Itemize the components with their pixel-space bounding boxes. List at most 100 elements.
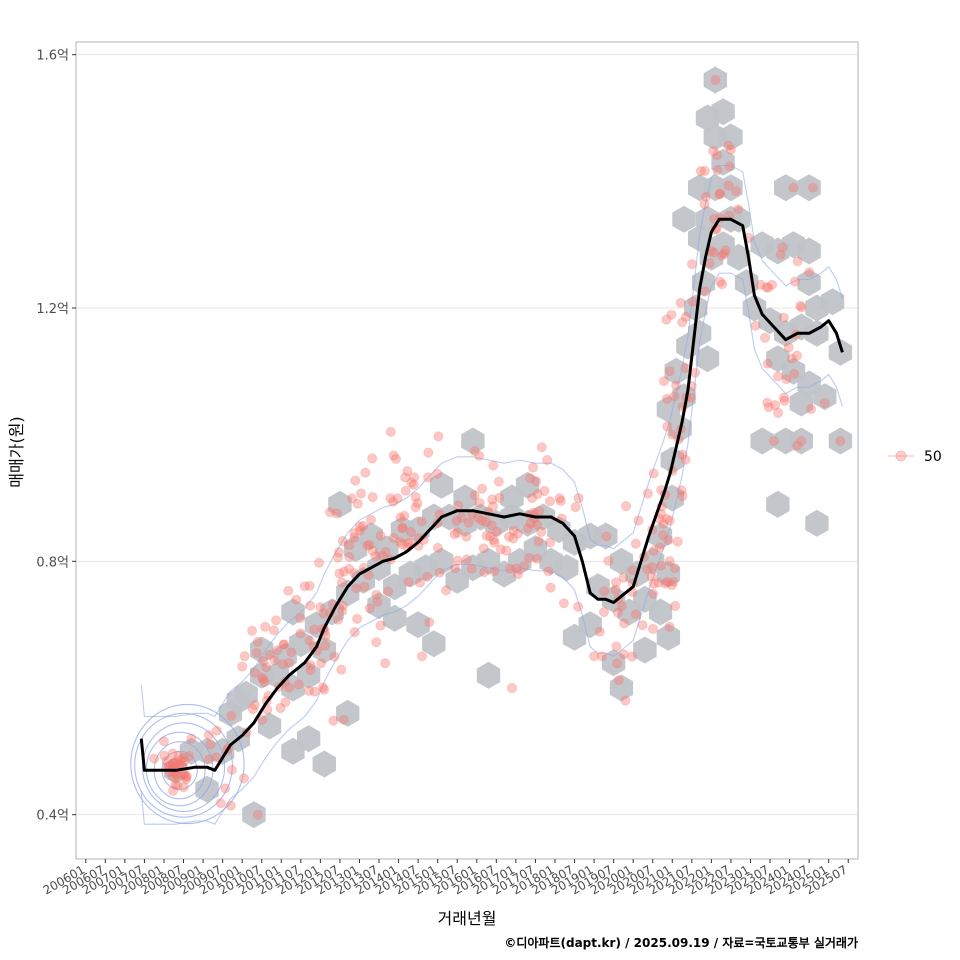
data-point — [648, 578, 659, 589]
data-point — [354, 525, 366, 536]
data-point — [173, 750, 184, 762]
data-point — [675, 297, 686, 308]
data-point — [186, 733, 197, 744]
data-point — [283, 585, 294, 596]
data-point — [370, 551, 381, 562]
data-point — [293, 679, 304, 690]
density-contour — [134, 712, 233, 818]
data-point — [725, 144, 737, 155]
data-point — [257, 674, 269, 685]
data-point — [555, 495, 566, 507]
data-point — [700, 191, 712, 202]
data-point — [662, 576, 673, 587]
hex-bin — [727, 243, 751, 271]
data-point — [630, 609, 641, 620]
data-point — [527, 462, 539, 473]
data-point — [554, 493, 565, 504]
data-point — [474, 450, 485, 461]
data-point — [385, 493, 396, 504]
y-axis: 0.4억 0.8억 1.2억 1.6억 — [36, 49, 76, 824]
data-point — [533, 536, 544, 547]
data-point — [670, 600, 681, 612]
data-point — [352, 498, 363, 509]
data-point — [676, 485, 687, 496]
data-point — [779, 395, 790, 406]
data-point — [804, 267, 815, 278]
data-point — [699, 199, 710, 210]
data-point — [220, 783, 231, 794]
data-point — [336, 577, 347, 588]
hex-bin — [422, 630, 446, 658]
data-point — [792, 256, 803, 267]
data-point — [215, 798, 226, 809]
data-point — [761, 282, 772, 293]
data-point — [708, 247, 719, 258]
hex-bin — [281, 737, 305, 765]
data-point — [395, 512, 406, 523]
data-point — [423, 472, 434, 483]
data-point — [337, 600, 348, 611]
data-point — [362, 540, 373, 551]
density-contour — [130, 703, 245, 825]
data-point — [610, 577, 622, 588]
data-point — [481, 530, 492, 542]
data-point — [388, 450, 399, 461]
data-point — [349, 528, 360, 539]
data-point — [390, 453, 401, 464]
data-point — [539, 485, 550, 497]
data-point — [400, 485, 411, 496]
data-point — [766, 279, 778, 290]
data-point — [489, 566, 500, 577]
data-point — [400, 472, 411, 483]
hex-bin — [695, 345, 720, 373]
data-point — [295, 612, 306, 624]
hex-bin — [664, 357, 688, 385]
data-point — [334, 568, 345, 579]
data-point — [795, 300, 806, 311]
hex-bin — [797, 237, 821, 265]
data-point — [239, 651, 250, 662]
data-point — [461, 531, 472, 542]
data-point — [777, 242, 788, 253]
data-point — [344, 551, 355, 563]
data-point — [226, 710, 237, 722]
data-point — [237, 661, 248, 672]
data-point — [395, 536, 406, 547]
data-point — [463, 517, 474, 528]
data-point — [506, 682, 518, 694]
hex-bin — [656, 623, 681, 651]
moving-average — [139, 217, 844, 772]
data-point — [493, 476, 504, 487]
data-point — [715, 276, 726, 287]
data-point — [272, 645, 283, 656]
data-point — [349, 532, 360, 543]
data-point — [485, 531, 496, 542]
data-point — [723, 180, 734, 191]
data-point — [487, 494, 498, 505]
data-point — [349, 627, 360, 638]
data-point — [328, 715, 339, 726]
density-contours — [130, 164, 843, 825]
data-point — [358, 520, 369, 532]
data-point — [708, 145, 719, 157]
data-point — [671, 380, 682, 391]
data-point — [432, 468, 443, 479]
data-point — [278, 639, 289, 650]
data-point — [251, 647, 262, 659]
data-point — [309, 686, 320, 697]
data-point — [247, 704, 258, 715]
data-point — [392, 493, 403, 504]
data-point — [424, 617, 435, 628]
data-point — [329, 651, 340, 662]
hex-bin — [601, 649, 626, 677]
data-point — [461, 554, 472, 565]
data-point — [712, 165, 723, 176]
data-point — [619, 618, 630, 629]
hex-bin — [703, 66, 727, 94]
data-point — [305, 665, 316, 676]
data-point — [536, 442, 547, 453]
data-point — [433, 431, 444, 442]
hex-bin — [828, 338, 853, 366]
data-point — [303, 685, 315, 697]
